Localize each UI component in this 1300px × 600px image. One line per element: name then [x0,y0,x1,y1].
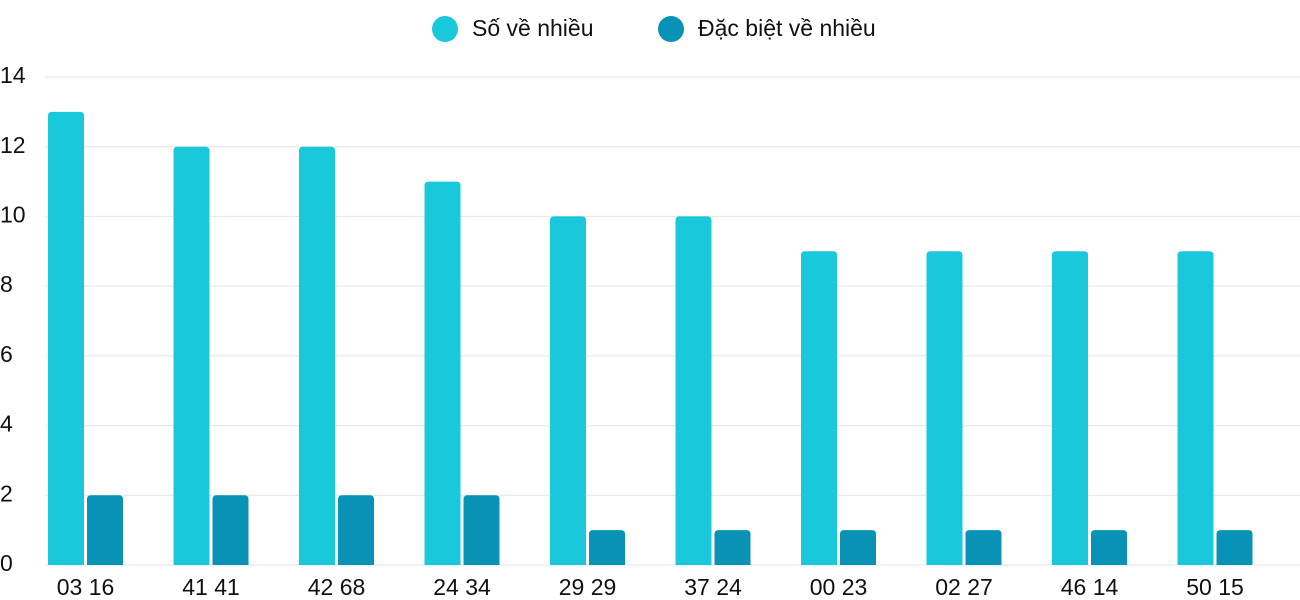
y-tick-label: 6 [0,341,13,367]
bar [463,495,500,565]
y-tick-label: 8 [0,271,13,297]
bar [212,495,249,565]
x-tick-label: 42 68 [308,574,366,600]
bar [926,251,963,566]
x-tick-label: 50 15 [1186,574,1244,600]
bar [1216,530,1253,565]
x-tick-label: 02 27 [935,574,993,600]
x-tick-label: 46 14 [1061,574,1119,600]
bar [1091,530,1127,565]
legend-marker [432,16,458,42]
x-tick-label: 29 29 [559,574,617,600]
bar [675,216,712,565]
y-tick-label: 2 [0,480,13,506]
bar [1177,251,1214,566]
x-tick-label: 03 16 [57,574,115,600]
bar [87,495,123,565]
x-tick-label: 37 24 [684,574,742,600]
bar [424,181,461,566]
bar [48,111,84,565]
bar [801,251,837,566]
y-tick-label: 0 [0,550,13,576]
x-tick-label: 00 23 [810,574,868,600]
legend-label: Đặc biệt về nhiều [698,15,876,41]
bar [589,530,625,565]
bar [550,216,586,565]
legend-marker [658,16,684,42]
bar [965,530,1002,565]
legend-label: Số về nhiều [472,15,593,41]
bar [714,530,751,565]
bar [299,146,335,565]
y-tick-label: 4 [0,411,13,437]
x-tick-label: 24 34 [433,574,491,600]
y-tick-label: 14 [0,62,26,88]
y-tick-label: 10 [0,202,26,228]
bar [338,495,374,565]
y-tick-label: 12 [0,132,26,158]
x-tick-label: 41 41 [182,574,240,600]
bar [840,530,876,565]
bar [173,146,210,565]
bar [1052,251,1088,566]
